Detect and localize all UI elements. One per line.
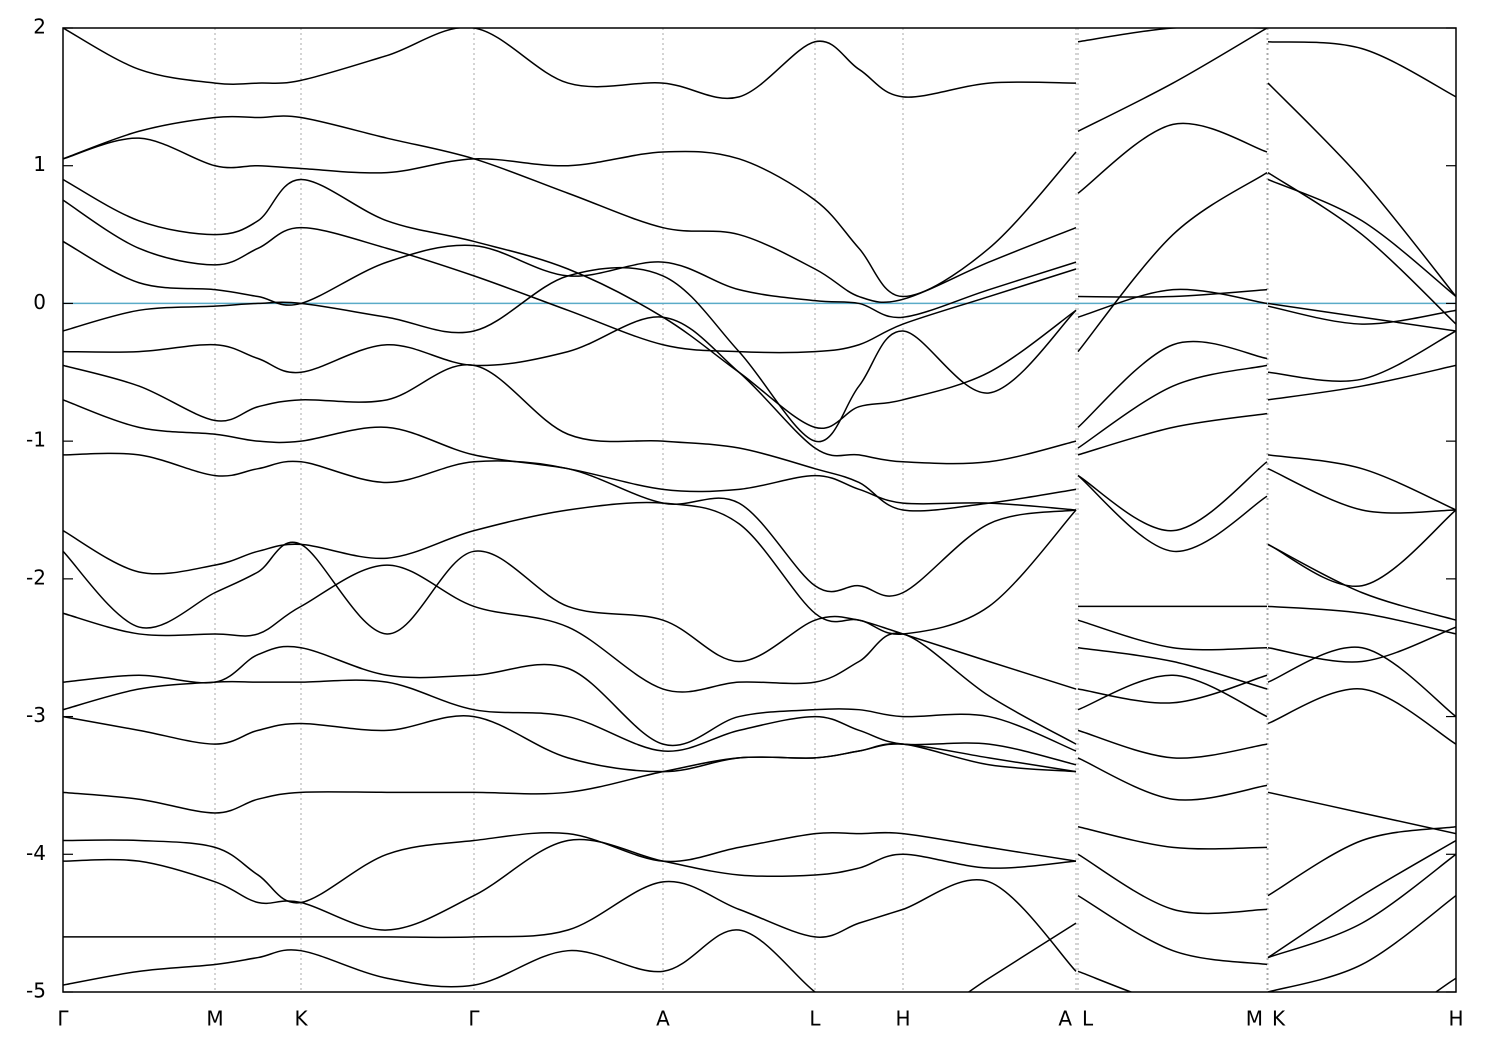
bands-layer bbox=[63, 28, 1456, 992]
band-line bbox=[63, 501, 1456, 690]
band-line bbox=[63, 826, 1456, 959]
x-tick-label: Γ bbox=[468, 1007, 480, 1031]
x-tick-label: H bbox=[895, 1007, 910, 1031]
x-tick-label: H bbox=[1448, 1007, 1463, 1031]
plot-frame bbox=[62, 27, 1457, 993]
band-line bbox=[63, 266, 1456, 443]
band-line bbox=[63, 645, 1456, 752]
band-line bbox=[63, 879, 1456, 992]
y-tick-label: 0 bbox=[33, 290, 46, 314]
band-line bbox=[63, 743, 1456, 897]
band-line bbox=[63, 838, 1456, 959]
band-line bbox=[63, 28, 1456, 304]
band-line bbox=[63, 199, 1456, 354]
x-tick-label: L bbox=[1082, 1007, 1094, 1031]
band-line bbox=[63, 509, 1456, 663]
x-tick-label: K bbox=[294, 1007, 308, 1031]
band-line bbox=[63, 715, 1456, 835]
band-line bbox=[63, 122, 1456, 298]
y-tick-label: -4 bbox=[26, 841, 46, 865]
band-line bbox=[63, 452, 1456, 597]
y-tick-label: 1 bbox=[33, 152, 46, 176]
x-tick-label: K bbox=[1272, 1007, 1286, 1031]
y-tick-label: -2 bbox=[26, 565, 46, 589]
x-tick-label: A bbox=[1058, 1007, 1072, 1031]
x-tick-label: A bbox=[656, 1007, 670, 1031]
band-line bbox=[63, 240, 1456, 332]
y-tick-label: -1 bbox=[26, 428, 46, 452]
y-tick-label: -3 bbox=[26, 703, 46, 727]
band-line bbox=[63, 171, 1456, 430]
band-line bbox=[63, 674, 1456, 766]
x-tick-label: L bbox=[809, 1007, 821, 1031]
x-tick-label: M bbox=[1246, 1007, 1263, 1031]
y-tick-label: -5 bbox=[26, 979, 46, 1003]
x-tick-label: Γ bbox=[57, 1007, 69, 1031]
y-tick-label: 2 bbox=[33, 15, 46, 39]
band-line bbox=[63, 364, 1456, 512]
band-line bbox=[63, 922, 1456, 992]
band-line bbox=[63, 564, 1456, 745]
band-line bbox=[63, 28, 1456, 100]
band-line bbox=[63, 316, 1456, 465]
x-tick-label: M bbox=[206, 1007, 223, 1031]
